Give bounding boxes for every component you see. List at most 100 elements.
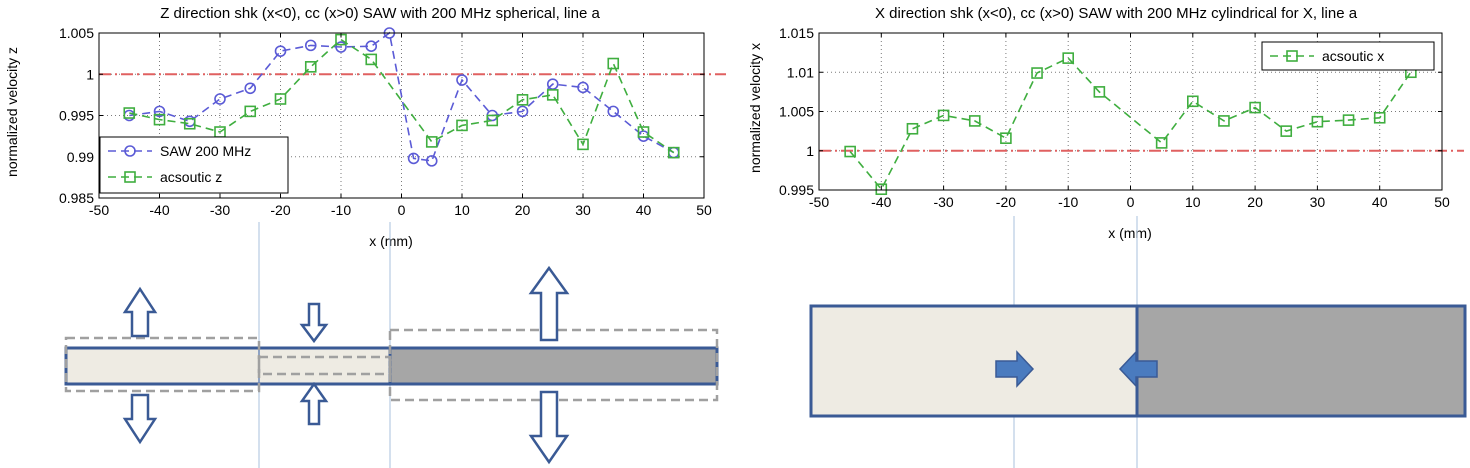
x-tick-label: 10: [1185, 194, 1201, 210]
x-tick-label: -40: [871, 194, 891, 210]
data-point: [607, 105, 620, 118]
x-tick-label: -30: [933, 194, 953, 210]
data-point: [456, 74, 468, 86]
data-point: [244, 105, 257, 118]
legend-label: acsoutic z: [160, 169, 222, 185]
data-point: [844, 145, 856, 158]
data-point: [304, 39, 317, 52]
x-axis-label: x (mm): [369, 233, 413, 249]
data-point: [875, 183, 888, 196]
x-tick-label: 0: [398, 202, 406, 218]
x-tick-label: -10: [1058, 194, 1078, 210]
data-point: [1155, 137, 1168, 149]
x-tick-label: 40: [636, 202, 652, 218]
legend-marker: [1286, 50, 1298, 62]
chart-x-direction: X direction shk (x<0), cc (x>0) SAW with…: [747, 5, 1464, 241]
arrow-down-icon: [299, 302, 329, 344]
data-point: [407, 152, 420, 165]
data-point: [1093, 86, 1106, 98]
diagram-z-direction: [64, 222, 719, 468]
legend-marker: [124, 171, 136, 183]
data-point: [153, 113, 166, 126]
y-tick-label: 1.005: [779, 104, 814, 120]
x-tick-label: 10: [454, 202, 470, 218]
data-point: [425, 136, 438, 148]
dark-region: [390, 348, 717, 384]
x-tick-label: -30: [210, 202, 230, 218]
legend-label: SAW 200 MHz: [160, 143, 251, 159]
y-tick-label: 0.995: [59, 108, 94, 124]
compressed-outline: [257, 355, 392, 376]
data-point: [1218, 115, 1230, 127]
y-tick-label: 1: [86, 66, 94, 82]
legend-marker: [124, 145, 136, 157]
arrow-up-icon: [122, 286, 158, 338]
series-line: [129, 38, 675, 154]
data-point: [456, 119, 468, 132]
x-tick-label: 30: [575, 202, 591, 218]
arrow-down-icon: [528, 390, 570, 465]
data-point: [1311, 115, 1324, 128]
data-point: [335, 41, 347, 53]
x-tick-label: 20: [1247, 194, 1263, 210]
y-tick-label: 0.985: [59, 190, 94, 206]
data-point: [304, 61, 317, 73]
dark-region: [1137, 306, 1465, 416]
data-point: [123, 107, 136, 119]
data-point: [365, 40, 378, 53]
arrow-down-icon: [122, 393, 158, 445]
data-point: [516, 105, 529, 118]
data-point: [546, 89, 559, 101]
x-tick-label: -50: [89, 202, 109, 218]
light-region: [66, 348, 259, 384]
diagram-x-direction: [809, 216, 1467, 468]
y-axis-label: normalized velocity x: [747, 43, 763, 173]
data-point: [183, 117, 196, 130]
data-point: [1062, 52, 1074, 64]
x-tick-label: 0: [1127, 194, 1135, 210]
chart-title: X direction shk (x<0), cc (x>0) SAW with…: [875, 5, 1358, 22]
x-axis-label: x (mm): [1108, 225, 1152, 241]
data-point: [365, 53, 378, 66]
legend: SAW 200 MHz acsoutic z: [99, 136, 289, 194]
data-point: [516, 94, 529, 106]
data-point: [425, 155, 438, 167]
data-point: [577, 81, 589, 94]
y-tick-label: 1.015: [779, 25, 814, 41]
legend: acsoutic x: [1261, 41, 1435, 71]
data-point: [637, 126, 650, 138]
legend-label: acsoutic x: [1322, 48, 1384, 64]
data-point: [244, 82, 257, 95]
data-point: [607, 57, 620, 70]
data-point: [1342, 114, 1355, 126]
arrow-right-icon: [995, 350, 1035, 388]
arrow-up-icon: [528, 265, 570, 342]
data-point: [486, 114, 499, 127]
data-point: [667, 146, 680, 159]
data-point: [1000, 132, 1012, 144]
y-tick-label: 1.005: [59, 25, 94, 41]
chart-z-direction: Z direction shk (x<0), cc (x>0) SAW with…: [4, 5, 726, 249]
middle-region: [259, 348, 390, 384]
x-tick-label: -50: [809, 194, 829, 210]
chart-title: Z direction shk (x<0), cc (x>0) SAW with…: [160, 5, 600, 22]
data-point: [937, 109, 950, 122]
x-tick-label: -20: [270, 202, 290, 218]
x-tick-label: 20: [515, 202, 531, 218]
data-point: [1187, 95, 1199, 108]
x-tick-label: 50: [1434, 194, 1450, 210]
data-point: [906, 122, 919, 135]
y-tick-label: 0.995: [779, 182, 814, 198]
data-point: [1280, 125, 1293, 137]
x-tick-label: 30: [1310, 194, 1326, 210]
expanded-outline: [64, 336, 261, 393]
data-point: [577, 138, 589, 151]
data-point: [1373, 111, 1386, 124]
data-point: [968, 115, 981, 127]
arrow-up-icon: [299, 381, 329, 426]
data-point: [214, 93, 226, 105]
x-tick-label: -40: [149, 202, 169, 218]
data-point: [274, 93, 287, 105]
x-tick-label: -10: [331, 202, 351, 218]
